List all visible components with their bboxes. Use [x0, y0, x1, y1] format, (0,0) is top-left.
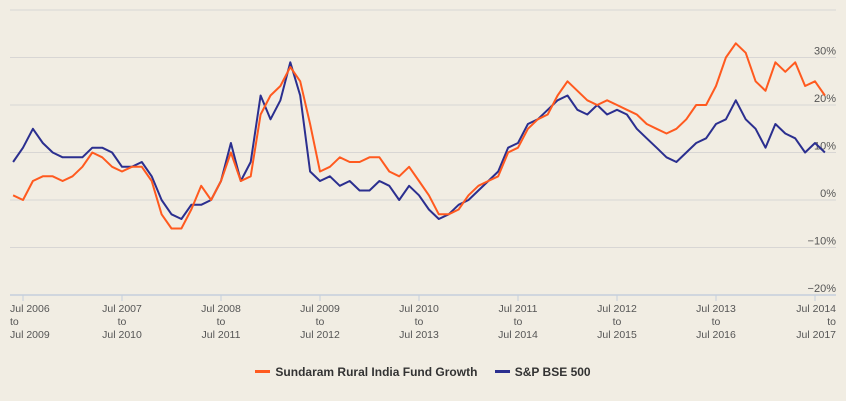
x-tick-label: Jul 2012 [300, 329, 340, 341]
x-tick-label: Jul 2010 [399, 303, 439, 315]
legend-label-fund: Sundaram Rural India Fund Growth [275, 364, 478, 379]
x-tick-label: Jul 2011 [499, 303, 538, 315]
legend-label-index: S&P BSE 500 [514, 364, 591, 379]
x-tick-label: to [217, 316, 226, 328]
x-tick-label: Jul 2010 [102, 329, 142, 341]
x-tick-label: Jul 2012 [597, 303, 637, 315]
y-tick-label: 20% [814, 93, 836, 105]
y-tick-label: 10% [814, 141, 836, 153]
legend: Sundaram Rural India Fund Growth S&P BSE… [0, 362, 846, 379]
legend-swatch-fund [255, 370, 271, 373]
x-tick-label: to [118, 316, 127, 328]
y-axis-labels: 30% 20% 10% 0% −10% −20% [808, 46, 837, 296]
x-tick-label: to [514, 316, 523, 328]
x-tick-label: Jul 2006 [10, 303, 50, 315]
x-tick-label: Jul 2007 [102, 303, 142, 315]
x-tick-label: Jul 2013 [399, 329, 439, 341]
x-tick-label: Jul 2015 [597, 329, 637, 341]
x-tick-label: to [613, 316, 622, 328]
legend-swatch-index [494, 370, 510, 373]
x-tick-label: to [10, 316, 19, 328]
x-tick-label: Jul 2008 [201, 303, 241, 315]
y-tick-label: 30% [814, 46, 836, 58]
x-tick-label: Jul 2013 [696, 303, 736, 315]
x-tick-label: to [827, 316, 836, 328]
y-tick-label: 0% [820, 188, 836, 200]
x-tick-label: Jul 2009 [300, 303, 340, 315]
x-tick-label: to [712, 316, 721, 328]
x-tick-label: to [415, 316, 424, 328]
x-tick-label: Jul 2014 [498, 329, 538, 341]
series-line-fund [12, 42, 826, 230]
y-tick-label: −20% [808, 283, 837, 295]
legend-item-index[interactable]: S&P BSE 500 [494, 364, 591, 379]
x-tick-label: Jul 2016 [696, 329, 736, 341]
legend-item-fund[interactable]: Sundaram Rural India Fund Growth [255, 365, 477, 379]
x-tick-label: to [316, 316, 325, 328]
y-tick-label: −10% [808, 236, 837, 248]
series-lines [12, 42, 826, 230]
x-tick-label: Jul 2009 [10, 329, 50, 341]
x-tick-label: Jul 2011 [202, 329, 241, 341]
x-tick-label: Jul 2017 [796, 329, 836, 341]
x-tick-label: Jul 2014 [796, 303, 836, 315]
series-line-index [12, 61, 826, 220]
gridlines [10, 9, 836, 296]
